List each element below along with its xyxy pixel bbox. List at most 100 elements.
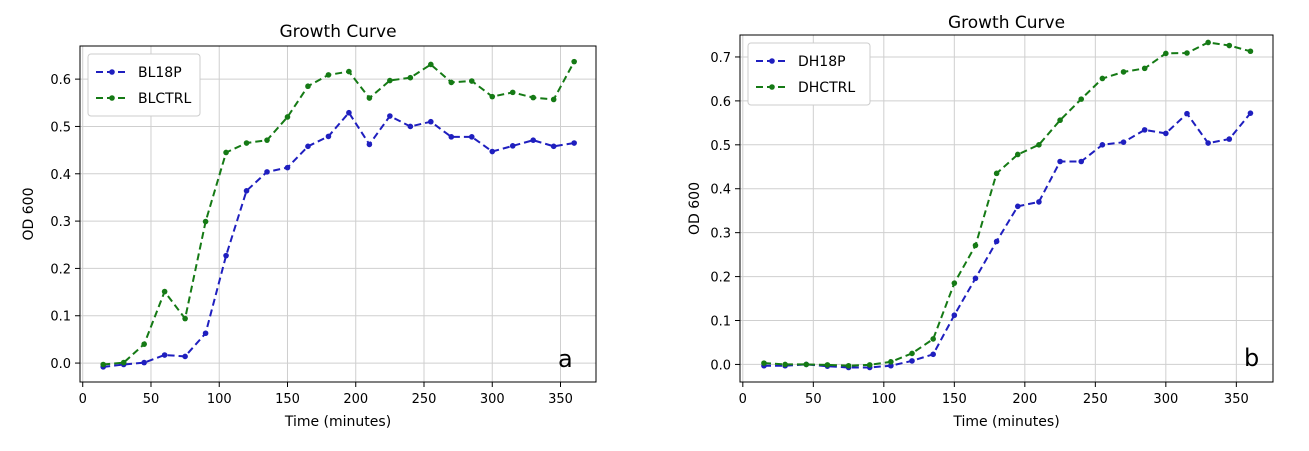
- data-point: [100, 361, 107, 368]
- x-tick-label: 350: [1224, 392, 1249, 407]
- data-point: [509, 143, 516, 149]
- data-point: [1184, 50, 1190, 56]
- data-point: [223, 149, 229, 156]
- x-tick-label: 0: [739, 392, 747, 407]
- data-point: [243, 188, 250, 194]
- y-axis-label: OD 600: [21, 188, 37, 241]
- data-point: [161, 288, 168, 295]
- legend-label-dh18p: DH18P: [798, 54, 846, 70]
- data-point: [161, 352, 168, 358]
- x-tick-label: 150: [942, 392, 967, 407]
- data-point: [305, 83, 311, 90]
- data-point: [428, 118, 434, 125]
- data-point: [1036, 142, 1042, 148]
- data-point: [1163, 50, 1169, 57]
- data-point: [1036, 199, 1042, 205]
- data-point: [930, 351, 936, 358]
- data-point: [202, 330, 209, 337]
- data-point: [264, 169, 270, 175]
- data-point: [346, 68, 352, 75]
- data-point: [972, 242, 979, 249]
- data-point: [571, 58, 577, 65]
- x-tick-label: 300: [1153, 392, 1178, 407]
- data-point: [202, 218, 209, 225]
- legend-box: [747, 42, 871, 106]
- data-point: [1184, 110, 1190, 117]
- data-point: [141, 359, 147, 366]
- legend: BL18P BLCTRL: [87, 53, 201, 117]
- x-tick-label: 50: [805, 392, 822, 407]
- data-point: [571, 140, 577, 146]
- y-tick-label: 0.6: [710, 95, 731, 110]
- legend: DH18P DHCTRL: [747, 42, 871, 106]
- data-point: [782, 361, 788, 368]
- y-tick-label: 0.5: [710, 139, 731, 154]
- data-point: [284, 114, 291, 120]
- data-point: [407, 123, 414, 130]
- y-tick-label: 0.1: [710, 315, 731, 330]
- panel-label: a: [558, 345, 573, 373]
- data-point: [1014, 151, 1021, 158]
- data-point: [930, 336, 936, 342]
- data-point: [182, 315, 188, 322]
- data-point: [824, 362, 831, 368]
- data-point: [182, 353, 188, 360]
- data-point: [1099, 75, 1106, 82]
- data-point: [972, 275, 979, 282]
- legend-label-bl18p: BL18P: [138, 65, 182, 81]
- data-point: [1057, 117, 1063, 124]
- data-point: [1163, 130, 1169, 137]
- data-point: [489, 93, 496, 100]
- data-point: [325, 72, 332, 78]
- plot-frame: [739, 34, 1274, 383]
- x-tick-label: 250: [412, 392, 437, 407]
- legend-marker: [109, 95, 115, 101]
- data-point: [530, 137, 537, 143]
- data-point: [993, 238, 1000, 245]
- y-tick-label: 0.7: [710, 51, 731, 66]
- x-tick-label: 100: [871, 392, 896, 407]
- data-point: [909, 358, 915, 364]
- data-point: [1205, 39, 1211, 46]
- data-point: [223, 252, 229, 259]
- series-line-bl18p: [103, 111, 575, 368]
- series-line-dhctrl: [763, 41, 1251, 367]
- data-point: [888, 358, 894, 365]
- data-point: [448, 134, 455, 140]
- plot-frame: [79, 45, 597, 383]
- data-point: [1141, 65, 1148, 72]
- data-point: [1205, 140, 1211, 146]
- chart-title: Growth Curve: [279, 22, 396, 42]
- x-tick-label: 50: [143, 392, 160, 407]
- legend-label-dhctrl: DHCTRL: [798, 80, 855, 96]
- data-point: [366, 95, 373, 101]
- data-point: [346, 109, 352, 116]
- legend-marker: [109, 69, 115, 75]
- series-line-blctrl: [103, 61, 576, 366]
- gridlines: [740, 35, 1273, 382]
- data-point: [1141, 127, 1148, 133]
- legend-marker: [769, 58, 775, 64]
- panel-label: b: [1244, 344, 1259, 372]
- data-point: [845, 362, 852, 369]
- data-point: [530, 94, 537, 101]
- y-tick-label: 0.0: [50, 357, 71, 372]
- data-point: [468, 134, 475, 140]
- legend-box: [87, 53, 201, 117]
- y-tick-label: 0.1: [50, 310, 71, 325]
- data-point: [1078, 96, 1085, 102]
- legend-marker: [769, 84, 775, 90]
- y-tick-label: 0.5: [50, 120, 71, 135]
- x-axis-label: Time (minutes): [284, 414, 391, 430]
- y-tick-label: 0.4: [710, 183, 731, 198]
- data-point: [1120, 139, 1127, 145]
- data-point: [1120, 69, 1127, 75]
- data-point: [305, 143, 311, 150]
- data-point: [1226, 136, 1233, 142]
- y-tick-label: 0.6: [50, 73, 71, 88]
- data-point: [366, 141, 373, 148]
- data-point: [141, 341, 147, 347]
- x-tick-label: 100: [207, 392, 232, 407]
- data-point: [550, 96, 557, 103]
